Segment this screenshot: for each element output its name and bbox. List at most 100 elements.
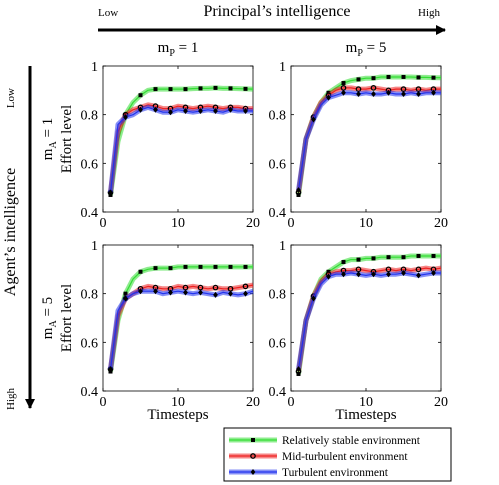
- data-point-stable: [401, 255, 406, 260]
- x-tick-label: 20: [434, 395, 448, 410]
- data-point-stable: [386, 255, 391, 260]
- data-point-turbulent: [326, 94, 331, 101]
- data-point-stable: [153, 87, 158, 92]
- x-tick-label: 10: [171, 395, 185, 410]
- data-point-mid: [242, 283, 249, 290]
- data-point-stable: [228, 86, 233, 91]
- data-point-turbulent: [198, 289, 203, 296]
- col1-header: mP = 1: [158, 40, 199, 59]
- data-point-turbulent: [123, 114, 128, 121]
- data-point-stable: [431, 253, 436, 258]
- data-point-stable: [341, 81, 346, 86]
- data-point-stable: [386, 74, 391, 79]
- data-point-turbulent: [341, 89, 346, 96]
- data-point-stable: [341, 260, 346, 265]
- data-point-stable: [228, 264, 233, 269]
- data-point-turbulent: [311, 295, 316, 302]
- x-tick-label: 20: [246, 395, 260, 410]
- data-point-turbulent: [371, 271, 376, 278]
- y-tick-label: 0.6: [269, 157, 287, 172]
- y-tick-label: 0.8: [81, 109, 99, 124]
- data-point-stable: [416, 253, 421, 258]
- legend-label: Turbulent environment: [282, 467, 389, 479]
- data-point-stable: [213, 85, 218, 90]
- data-point-mid: [370, 85, 377, 91]
- data-point-turbulent: [168, 109, 173, 116]
- data-point-mid: [212, 284, 219, 291]
- col2-header: mP = 5: [346, 40, 387, 59]
- legend-marker-mid: [250, 453, 256, 459]
- x-tick-label: 10: [359, 395, 373, 410]
- data-point-turbulent: [138, 106, 143, 113]
- data-point-stable: [243, 86, 248, 91]
- data-point-stable: [356, 77, 361, 82]
- row2-header: mA = 5: [40, 297, 59, 339]
- y-tick-label: 0.4: [269, 206, 287, 221]
- data-point-turbulent: [341, 271, 346, 278]
- data-point-turbulent: [386, 89, 391, 96]
- data-point-turbulent: [228, 106, 233, 113]
- data-point-stable: [138, 269, 143, 274]
- panel4-xlabel: Timesteps: [335, 407, 396, 423]
- y-tick-label: 1: [91, 239, 98, 254]
- data-point-turbulent: [401, 90, 406, 97]
- y-tick-label: 0.4: [81, 385, 99, 400]
- data-point-stable: [168, 87, 173, 92]
- top-axis-title: Principal’s intelligence: [203, 3, 350, 20]
- data-point-turbulent: [108, 366, 113, 373]
- legend-item-turbulent: Turbulent environment: [229, 467, 389, 479]
- y-tick-label: 0.8: [269, 288, 287, 303]
- data-point-stable: [123, 291, 128, 296]
- row2-ylabel: Effort level: [59, 284, 75, 352]
- panel-ma1-mp5: 0 10 20 0.4 0.6 0.8 1: [269, 60, 449, 231]
- data-point-stable: [371, 256, 376, 261]
- data-point-turbulent: [356, 90, 361, 97]
- data-point-stable: [431, 75, 436, 80]
- x-tick-label: 10: [171, 216, 185, 231]
- y-tick-label: 0.4: [81, 206, 99, 221]
- data-point-turbulent: [416, 90, 421, 97]
- legend-label: Relatively stable environment: [282, 435, 421, 447]
- legend-item-mid: Mid-turbulent environment: [229, 451, 408, 463]
- data-point-turbulent: [108, 189, 113, 196]
- panel3-xlabel: Timesteps: [147, 407, 208, 423]
- data-point-turbulent: [386, 271, 391, 278]
- panel-ma1-mp1: 0 10 20 0.4 0.6 0.8 1: [81, 60, 261, 231]
- data-point-turbulent: [153, 288, 158, 295]
- data-point-stable: [416, 75, 421, 80]
- left-axis-title: Agent’s intelligence: [2, 168, 19, 296]
- data-point-turbulent: [168, 289, 173, 296]
- data-point-turbulent: [431, 269, 436, 276]
- data-point-turbulent: [326, 273, 331, 280]
- series-turbulent: [108, 288, 254, 373]
- y-tick-label: 0.6: [81, 157, 99, 172]
- data-point-turbulent: [213, 291, 218, 298]
- data-point-stable: [183, 264, 188, 269]
- x-tick-label: 0: [288, 395, 295, 410]
- data-point-stable: [213, 264, 218, 269]
- y-tick-label: 0.6: [81, 336, 99, 351]
- data-point-stable: [153, 266, 158, 271]
- y-tick-label: 0.4: [269, 385, 287, 400]
- data-point-stable: [168, 266, 173, 271]
- data-point-turbulent: [138, 288, 143, 295]
- data-point-turbulent: [243, 290, 248, 297]
- y-tick-label: 0.8: [269, 109, 287, 124]
- series-turbulent: [296, 269, 441, 373]
- row1-ylabel: Effort level: [59, 105, 75, 173]
- x-tick-label: 0: [100, 216, 107, 231]
- series-turbulent: [296, 89, 441, 194]
- data-point-mid: [415, 266, 422, 273]
- x-tick-label: 20: [434, 216, 448, 231]
- data-point-stable: [198, 86, 203, 91]
- legend-item-stable: Relatively stable environment: [229, 435, 421, 447]
- data-point-turbulent: [183, 289, 188, 296]
- top-high-label: High: [418, 7, 441, 19]
- x-tick-label: 0: [288, 216, 295, 231]
- panel-ma5-mp5: 0 10 20 0.4 0.6 0.8 1: [269, 239, 449, 410]
- top-low-label: Low: [98, 7, 118, 19]
- panel-ma5-mp1: 0 10 20 0.4 0.6 0.8 1: [81, 239, 261, 410]
- y-tick-label: 1: [279, 239, 286, 254]
- x-tick-label: 10: [359, 216, 373, 231]
